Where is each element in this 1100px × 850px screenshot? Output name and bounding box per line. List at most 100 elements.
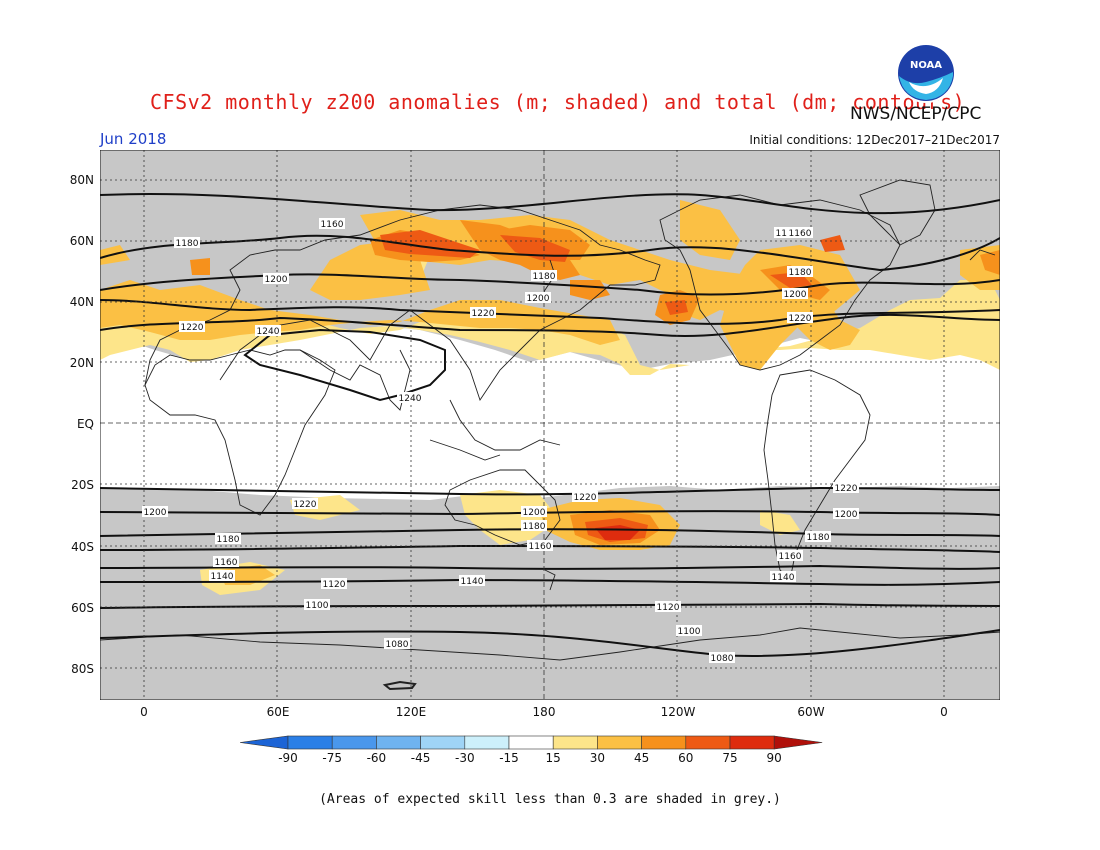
contour-label: 1180	[176, 239, 199, 249]
contour-label: 1180	[533, 272, 556, 282]
contour-label-bg	[174, 237, 200, 248]
logo-text: NOAA	[910, 60, 942, 71]
contour-label: 1220	[835, 484, 858, 494]
contour-label: 1160	[779, 552, 802, 562]
colorbar-tick-label: -45	[411, 751, 431, 765]
colorbar-swatch	[508, 735, 554, 750]
contour-label-bg	[787, 266, 813, 277]
contour-label-bg	[209, 570, 235, 581]
colorbar-tick-label: 90	[767, 751, 782, 765]
initial-conditions: Initial conditions: 12Dec2017–21Dec2017	[749, 133, 1000, 147]
contour-label: 1220	[181, 323, 204, 333]
colorbar-tick-label: 15	[546, 751, 561, 765]
contour-label: 1100	[306, 601, 329, 611]
contour-label: 1200	[265, 275, 288, 285]
colorbar-swatch	[376, 735, 421, 750]
contour-label: 1200	[835, 510, 858, 520]
colorbar-swatch	[685, 735, 731, 750]
contour-label: 1080	[386, 640, 409, 650]
lon-label: 180	[532, 705, 556, 719]
contour-label: 1220	[294, 500, 317, 510]
contour-label-bg	[770, 571, 796, 582]
contour-label: 1220	[574, 493, 597, 503]
lat-label: 40S	[71, 540, 94, 554]
colorbar-tick-label: -75	[322, 751, 342, 765]
forecast-month: Jun 2018	[100, 130, 167, 148]
colorbar: -90 -75 -60 -45 -30 -15 15 30 45 60 75 90	[240, 735, 823, 765]
colorbar-swatch	[641, 735, 687, 750]
colorbar-tick-label: 30	[590, 751, 605, 765]
contour-label-bg	[531, 270, 557, 281]
colorbar-swatch	[552, 735, 598, 750]
colorbar-tick-label: -90	[278, 751, 298, 765]
contour-label-bg	[304, 599, 330, 610]
colorbar-swatch	[420, 735, 466, 750]
lat-label: 20N	[69, 356, 94, 370]
contour-label-bg	[142, 506, 168, 517]
contour-label: 1100	[678, 627, 701, 637]
contour-label: 1140	[772, 573, 795, 583]
contour-label-bg	[525, 292, 551, 303]
contour-label-bg	[213, 556, 239, 567]
colorbar-swatch	[597, 735, 642, 750]
lon-label: 120W	[660, 705, 696, 719]
contour-label: 1180	[807, 533, 830, 543]
colorbar-swatch	[240, 735, 289, 750]
contour-label-bg	[787, 227, 813, 238]
contour-label-bg	[292, 498, 318, 509]
colorbar-tick-label: -60	[367, 751, 387, 765]
contour-label-bg	[521, 520, 547, 531]
lat-label: 60S	[71, 601, 94, 615]
lon-label: 60E	[266, 705, 290, 719]
contour-label-bg	[709, 652, 735, 663]
contour-1240	[243, 328, 446, 402]
colorbar-tick-label: 45	[634, 751, 649, 765]
contour-label-bg	[459, 575, 485, 586]
contour-label: 1160	[215, 558, 238, 568]
lat-label: 80N	[69, 173, 94, 187]
colorbar-swatch	[464, 735, 510, 750]
contour-label-bg	[179, 321, 205, 332]
colorbar-tick-label: 60	[678, 751, 693, 765]
contour-label: 1200	[527, 294, 550, 304]
agency-label: NWS/NCEP/CPC	[850, 104, 982, 124]
colorbar-swatch	[331, 735, 377, 750]
contour-label: 1200	[144, 508, 167, 518]
chart-title: CFSv2 monthly z200 anomalies (m; shaded)…	[150, 90, 966, 114]
colorbar-swatch	[729, 735, 775, 750]
lon-label: 0	[140, 705, 148, 719]
noaa-logo: NOAA	[896, 43, 956, 103]
contour-label-bg	[384, 638, 410, 649]
contour-label: 1240	[257, 327, 280, 337]
contour-label-bg	[321, 578, 347, 589]
contour-label-bg	[676, 625, 702, 636]
lon-label: 0	[940, 705, 948, 719]
contour-label: 1160	[789, 229, 812, 239]
contour-label: 1180	[789, 268, 812, 278]
lon-label: 60W	[797, 705, 825, 719]
lat-label: 40N	[69, 295, 94, 309]
contour-label: 1180	[523, 522, 546, 532]
continent-outlines	[100, 179, 1000, 691]
contour-labels: 1160 1180 1200 1220 1240 1240 1220 1200 1180 1160…	[142, 218, 859, 664]
contour-label: 1160	[529, 542, 552, 552]
contour-label: 1220	[789, 314, 812, 324]
contour-label: 1160	[321, 220, 344, 230]
contour-label-bg	[787, 312, 813, 323]
lat-label: 20S	[71, 478, 94, 492]
contour-label-bg	[255, 325, 281, 336]
contour-label-bg	[470, 307, 496, 318]
contour-label: 1200	[523, 508, 546, 518]
contour-label-bg	[782, 288, 808, 299]
contour-label-bg	[777, 550, 803, 561]
colorbar-tick-label: -15	[499, 751, 519, 765]
contour-label: 1120	[657, 603, 680, 613]
contour-label-bg	[263, 273, 289, 284]
contour-label-bg	[521, 506, 547, 517]
contour-label-bg	[833, 482, 859, 493]
map-panel: 1160 1180 1200 1220 1240 1240 1220 1200 1180 1160…	[100, 150, 1000, 700]
lat-label: 80S	[71, 662, 94, 676]
contour-label-bg	[527, 540, 553, 551]
contour-label: 1120	[323, 580, 346, 590]
contour-label-bg	[833, 508, 859, 519]
